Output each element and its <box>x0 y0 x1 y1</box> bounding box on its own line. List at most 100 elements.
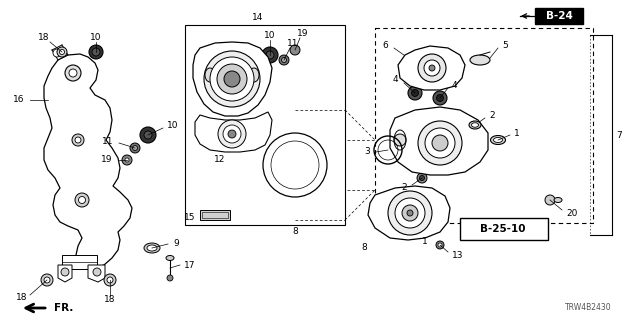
Circle shape <box>402 205 418 221</box>
Polygon shape <box>398 46 465 90</box>
Polygon shape <box>88 265 105 282</box>
Circle shape <box>210 57 254 101</box>
Circle shape <box>65 65 81 81</box>
Text: 18: 18 <box>104 295 116 305</box>
Ellipse shape <box>144 243 160 253</box>
Text: 8: 8 <box>361 244 367 252</box>
Ellipse shape <box>147 245 157 251</box>
Text: 4: 4 <box>392 76 398 84</box>
Ellipse shape <box>493 138 502 142</box>
Polygon shape <box>195 112 272 152</box>
Circle shape <box>61 268 69 276</box>
Circle shape <box>60 50 65 54</box>
Circle shape <box>429 65 435 71</box>
Ellipse shape <box>166 255 174 260</box>
Ellipse shape <box>249 68 259 82</box>
Circle shape <box>290 45 300 55</box>
Text: 5: 5 <box>502 42 508 51</box>
Ellipse shape <box>205 68 215 82</box>
Circle shape <box>433 91 447 105</box>
Polygon shape <box>44 54 132 268</box>
Circle shape <box>79 196 86 204</box>
Polygon shape <box>193 42 272 116</box>
Circle shape <box>218 120 246 148</box>
Ellipse shape <box>469 121 481 129</box>
Text: 11: 11 <box>102 137 113 146</box>
Bar <box>460 218 548 240</box>
Circle shape <box>104 274 116 286</box>
Text: 10: 10 <box>264 31 276 41</box>
Text: 6: 6 <box>382 41 388 50</box>
Text: 1: 1 <box>422 236 428 245</box>
Circle shape <box>44 277 50 283</box>
Polygon shape <box>390 107 488 175</box>
Circle shape <box>41 274 53 286</box>
Circle shape <box>263 133 327 197</box>
Ellipse shape <box>490 135 506 145</box>
Bar <box>62 255 97 269</box>
Text: 19: 19 <box>297 29 308 38</box>
Circle shape <box>92 48 100 56</box>
Circle shape <box>419 175 424 180</box>
Text: 13: 13 <box>452 251 463 260</box>
Text: 18: 18 <box>38 34 50 43</box>
Polygon shape <box>368 186 450 240</box>
Text: 14: 14 <box>252 13 264 22</box>
Text: 2: 2 <box>401 182 407 191</box>
Circle shape <box>125 158 129 162</box>
Circle shape <box>266 51 274 59</box>
Bar <box>202 212 228 218</box>
Text: 20: 20 <box>566 209 577 218</box>
Circle shape <box>417 173 427 183</box>
Bar <box>375 28 593 223</box>
Circle shape <box>72 134 84 146</box>
Text: 3: 3 <box>364 148 370 156</box>
Circle shape <box>140 127 156 143</box>
Text: 8: 8 <box>292 228 298 236</box>
Text: 15: 15 <box>184 213 195 222</box>
Circle shape <box>130 143 140 153</box>
Circle shape <box>418 121 462 165</box>
Text: 9: 9 <box>173 238 179 247</box>
Circle shape <box>371 201 379 209</box>
Circle shape <box>418 54 446 82</box>
Circle shape <box>228 130 236 138</box>
Circle shape <box>223 125 241 143</box>
Text: 4: 4 <box>452 81 458 90</box>
Text: 10: 10 <box>90 34 102 43</box>
Circle shape <box>262 47 278 63</box>
Circle shape <box>107 277 113 283</box>
Circle shape <box>545 195 555 205</box>
Text: 12: 12 <box>214 156 226 164</box>
Circle shape <box>279 55 289 65</box>
Circle shape <box>144 131 152 139</box>
Text: B-24: B-24 <box>545 11 572 21</box>
Text: 7: 7 <box>616 131 621 140</box>
Circle shape <box>412 90 419 97</box>
Circle shape <box>282 58 287 62</box>
Text: 19: 19 <box>100 156 112 164</box>
Circle shape <box>436 94 444 101</box>
Polygon shape <box>58 265 72 282</box>
Circle shape <box>395 198 425 228</box>
Circle shape <box>122 155 132 165</box>
Circle shape <box>167 275 173 281</box>
Circle shape <box>436 241 444 249</box>
Text: 16: 16 <box>13 95 24 105</box>
Text: 10: 10 <box>167 122 179 131</box>
Ellipse shape <box>470 55 490 65</box>
Circle shape <box>69 69 77 77</box>
Text: B-25-10: B-25-10 <box>480 224 525 234</box>
Circle shape <box>224 71 240 87</box>
Bar <box>200 210 230 220</box>
Text: FR.: FR. <box>54 303 74 313</box>
Circle shape <box>394 134 406 146</box>
Circle shape <box>75 137 81 143</box>
Circle shape <box>425 128 455 158</box>
Circle shape <box>388 191 432 235</box>
Bar <box>535 8 583 24</box>
Bar <box>185 25 345 225</box>
Circle shape <box>408 86 422 100</box>
Text: 2: 2 <box>489 111 495 121</box>
Ellipse shape <box>554 197 562 203</box>
